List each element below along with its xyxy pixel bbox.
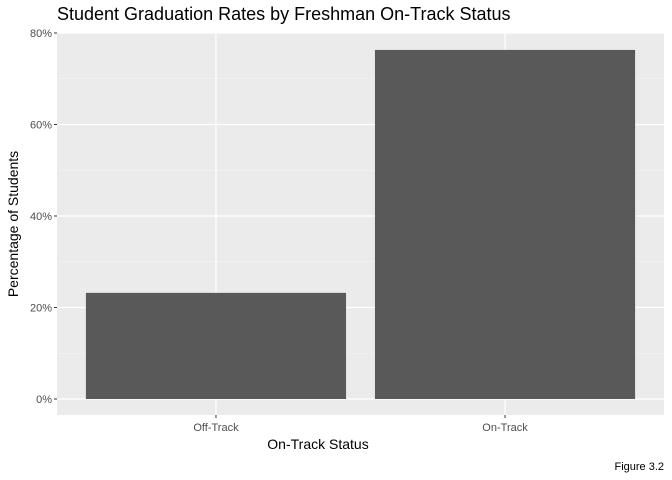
- x-axis-title: On-Track Status: [267, 436, 368, 452]
- bars: [85, 49, 636, 400]
- bar-off-track: [85, 292, 347, 399]
- y-tick-label: 40%: [30, 211, 52, 223]
- y-axis-title: Percentage of Students: [5, 151, 21, 297]
- y-tick-label: 80%: [30, 28, 52, 40]
- y-tick-label: 0%: [36, 394, 52, 406]
- x-axis: Off-Track On-Track: [193, 415, 528, 434]
- figure-caption: Figure 3.2: [614, 461, 664, 473]
- x-tick-label: Off-Track: [193, 422, 239, 434]
- y-axis: 0% 20% 40% 60% 80%: [30, 28, 57, 406]
- bar-on-track: [374, 49, 636, 400]
- y-tick-label: 20%: [30, 303, 52, 315]
- y-tick-label: 60%: [30, 120, 52, 132]
- chart-title: Student Graduation Rates by Freshman On-…: [57, 4, 511, 24]
- x-tick-label: On-Track: [482, 422, 528, 434]
